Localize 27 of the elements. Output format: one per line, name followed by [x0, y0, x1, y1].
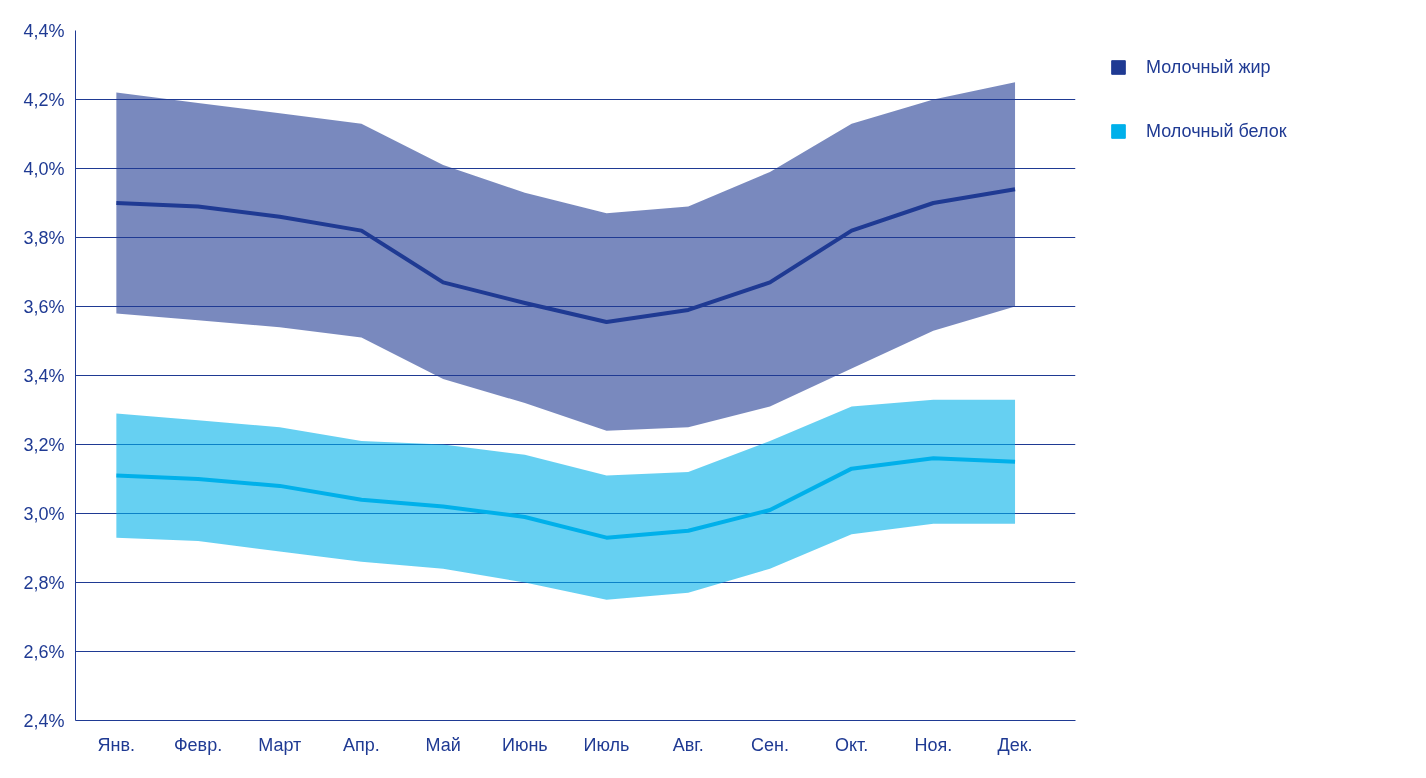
x-tick-label: Ноя.	[914, 734, 953, 755]
y-tick-label: 3,0%	[23, 503, 65, 524]
y-tick-label: 3,4%	[23, 365, 65, 386]
legend-label: Молочный белок	[1146, 120, 1287, 142]
legend-label: Молочный жир	[1146, 56, 1271, 78]
x-tick-label: Дек.	[997, 734, 1033, 755]
x-tick-label: Май	[425, 734, 461, 755]
y-tick-label: 2,6%	[23, 641, 65, 662]
y-tick-label: 4,0%	[23, 158, 65, 179]
line-series	[114, 187, 1018, 325]
y-tick-label: 4,2%	[23, 89, 65, 110]
y-tick-label: 3,8%	[23, 227, 65, 248]
x-tick-label: Июль	[583, 734, 630, 755]
x-tick-label: Окт.	[834, 734, 869, 755]
y-tick-label: 2,4%	[23, 710, 65, 731]
x-tick-label: Февр.	[173, 734, 223, 755]
line-series	[114, 456, 1018, 540]
x-tick-label: Авг.	[672, 734, 704, 755]
x-tick-label: Март	[258, 734, 302, 755]
y-tick-label: 3,6%	[23, 296, 65, 317]
x-tick-label: Сен.	[750, 734, 789, 755]
x-tick-label: Апр.	[343, 734, 380, 755]
x-tick-label: Янв.	[97, 734, 136, 755]
y-tick-label: 3,2%	[23, 434, 65, 455]
y-tick-label: 2,8%	[23, 572, 65, 593]
x-tick-label: Июнь	[501, 734, 548, 755]
y-tick-label: 4,4%	[23, 20, 65, 41]
